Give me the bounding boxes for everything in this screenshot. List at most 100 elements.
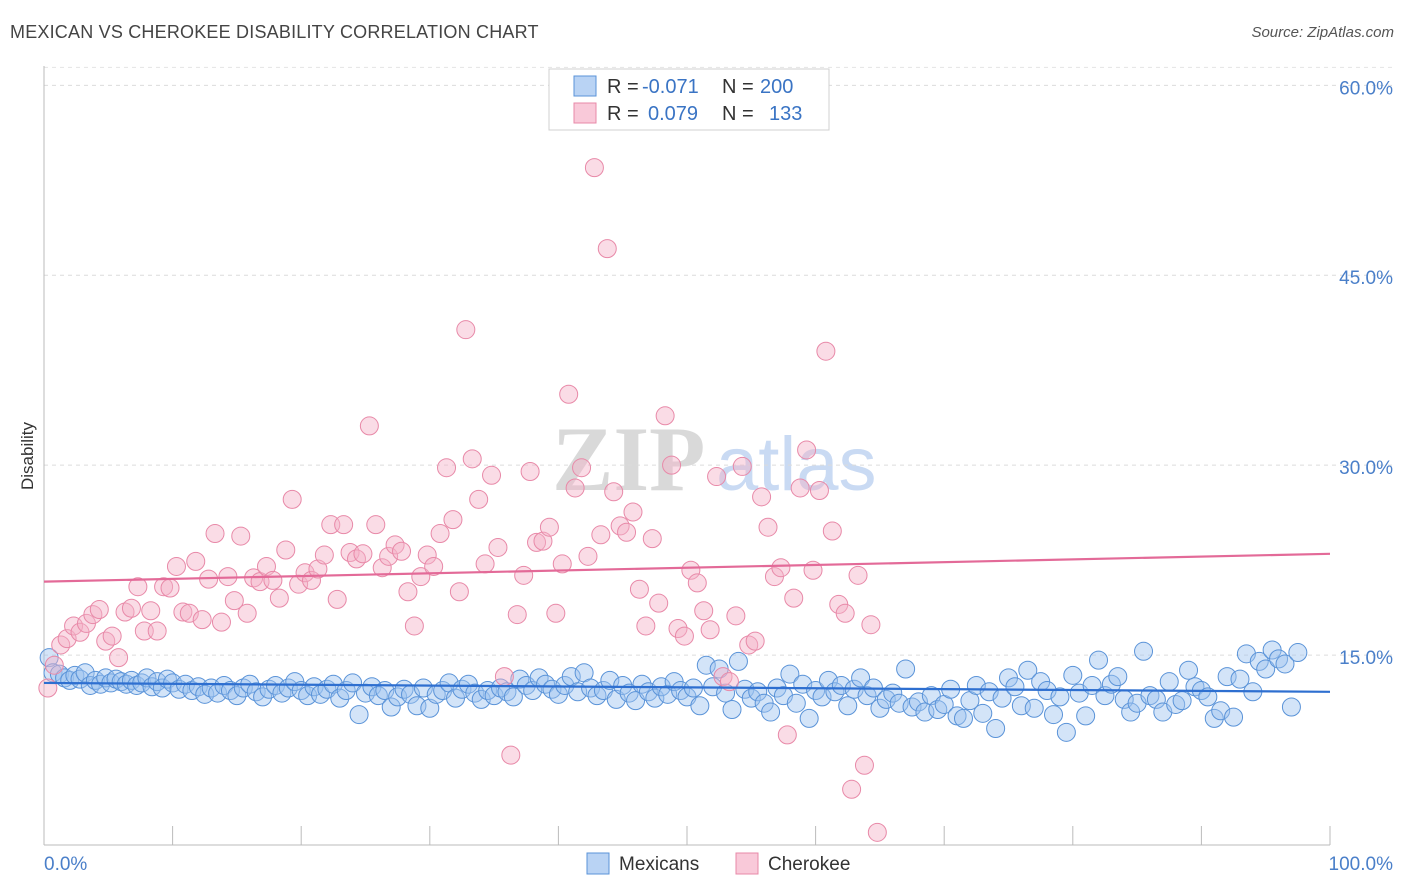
cherokee-point xyxy=(861,615,881,635)
mexicans-trend-line xyxy=(43,681,1331,693)
cherokee-point xyxy=(527,532,547,552)
cherokee-point xyxy=(205,524,225,544)
cherokee-point xyxy=(687,573,707,593)
cherokee-point xyxy=(674,626,694,646)
y-tick-label-45: 45.0% xyxy=(1339,268,1393,289)
cherokee-point xyxy=(816,341,836,361)
cherokee-point xyxy=(854,755,874,775)
cherokee-point xyxy=(417,545,437,565)
cherokee-point xyxy=(726,606,746,626)
cherokee-point xyxy=(552,554,572,574)
mexicans-points xyxy=(39,640,1308,742)
cherokee-point xyxy=(784,588,804,608)
cherokee-point xyxy=(353,544,373,564)
mexicans-point xyxy=(227,686,247,706)
mexicans-point xyxy=(1172,691,1192,711)
mexicans-point xyxy=(838,696,858,716)
legend-swatch-cherokee xyxy=(573,102,597,124)
mexicans-point xyxy=(1256,659,1276,679)
mexicans-point xyxy=(851,668,871,688)
cherokee-point xyxy=(437,458,457,478)
mexicans-point xyxy=(928,700,948,720)
mexicans-point xyxy=(1230,669,1250,689)
cherokee-point xyxy=(38,678,58,698)
cherokee-point xyxy=(109,648,129,668)
cherokee-point xyxy=(231,526,251,546)
bottom-label-cherokee: Cherokee xyxy=(768,854,850,875)
y-axis-label: Disability xyxy=(18,421,37,490)
cherokee-point xyxy=(192,610,212,630)
cherokee-point xyxy=(732,456,752,476)
mexicans-point xyxy=(137,668,157,688)
x-tick-max: 100.0% xyxy=(1329,854,1394,875)
mexicans-point xyxy=(696,655,716,675)
cherokee-point xyxy=(752,487,772,507)
cherokee-point xyxy=(121,598,141,618)
cherokee-point xyxy=(379,546,399,566)
cherokee-point xyxy=(449,582,469,602)
bottom-label-mexicans: Mexicans xyxy=(619,854,699,875)
axes xyxy=(43,66,1331,846)
cherokee-point xyxy=(173,602,193,622)
mexicans-point xyxy=(1101,674,1121,694)
cherokee-point xyxy=(604,482,624,502)
watermark-zip: ZIP xyxy=(552,408,705,510)
cherokee-point xyxy=(662,455,682,475)
mexicans-point xyxy=(658,684,678,704)
cherokee-point xyxy=(392,541,412,561)
cherokee-point xyxy=(597,239,617,259)
cherokee-point xyxy=(642,529,662,549)
cherokee-point xyxy=(514,565,534,585)
mexicans-point xyxy=(343,673,363,693)
y-tick-labels: 15.0% 30.0% 45.0% 60.0% xyxy=(1339,78,1393,669)
mexicans-point xyxy=(1134,641,1154,661)
cherokee-point xyxy=(314,545,334,565)
cherokee-point xyxy=(520,461,540,481)
cherokee-point xyxy=(835,603,855,623)
cherokee-point xyxy=(591,525,611,545)
mexicans-point xyxy=(1063,665,1083,685)
mexicans-point xyxy=(75,663,95,683)
cherokee-point xyxy=(771,558,791,578)
mexicans-point xyxy=(690,696,710,716)
cherokee-point xyxy=(777,725,797,745)
cherokee-point xyxy=(488,537,508,557)
mexicans-point xyxy=(786,693,806,713)
cherokee-point xyxy=(578,546,598,566)
mexicans-point xyxy=(1224,707,1244,727)
mexicans-point xyxy=(142,677,162,697)
cherokee-point xyxy=(102,626,122,646)
mexicans-point xyxy=(381,697,401,717)
cherokee-point xyxy=(469,489,489,509)
cherokee-point xyxy=(334,515,354,535)
cherokee-point xyxy=(713,667,733,687)
y-tick-label-60: 60.0% xyxy=(1339,78,1393,99)
cherokee-point xyxy=(694,601,714,621)
mexicans-point xyxy=(1198,687,1218,707)
cherokee-point xyxy=(533,531,553,551)
legend-swatch-mexicans xyxy=(573,75,597,97)
cherokee-point xyxy=(83,605,103,625)
cherokee-point xyxy=(617,522,637,542)
cherokee-point xyxy=(366,515,386,535)
mexicans-point xyxy=(542,679,562,699)
mexicans-point xyxy=(349,705,369,725)
mexicans-point xyxy=(497,682,517,702)
mexicans-point xyxy=(503,687,523,707)
cherokee-point xyxy=(89,600,109,619)
legend-r-label-2: R = xyxy=(607,103,639,125)
mexicans-point xyxy=(632,674,652,694)
cherokee-point xyxy=(160,578,180,598)
mexicans-point xyxy=(973,703,993,723)
mexicans-point xyxy=(253,687,273,707)
mexicans-point xyxy=(1018,660,1038,680)
cherokee-point xyxy=(700,620,720,640)
mexicans-point xyxy=(43,663,63,683)
cherokee-point xyxy=(475,554,495,574)
cherokee-point xyxy=(572,458,592,478)
cherokee-point xyxy=(346,549,366,569)
mexicans-point xyxy=(127,675,147,695)
y-tick-label-15: 15.0% xyxy=(1339,648,1393,669)
cherokee-point xyxy=(867,822,887,842)
mexicans-point xyxy=(1275,654,1295,674)
